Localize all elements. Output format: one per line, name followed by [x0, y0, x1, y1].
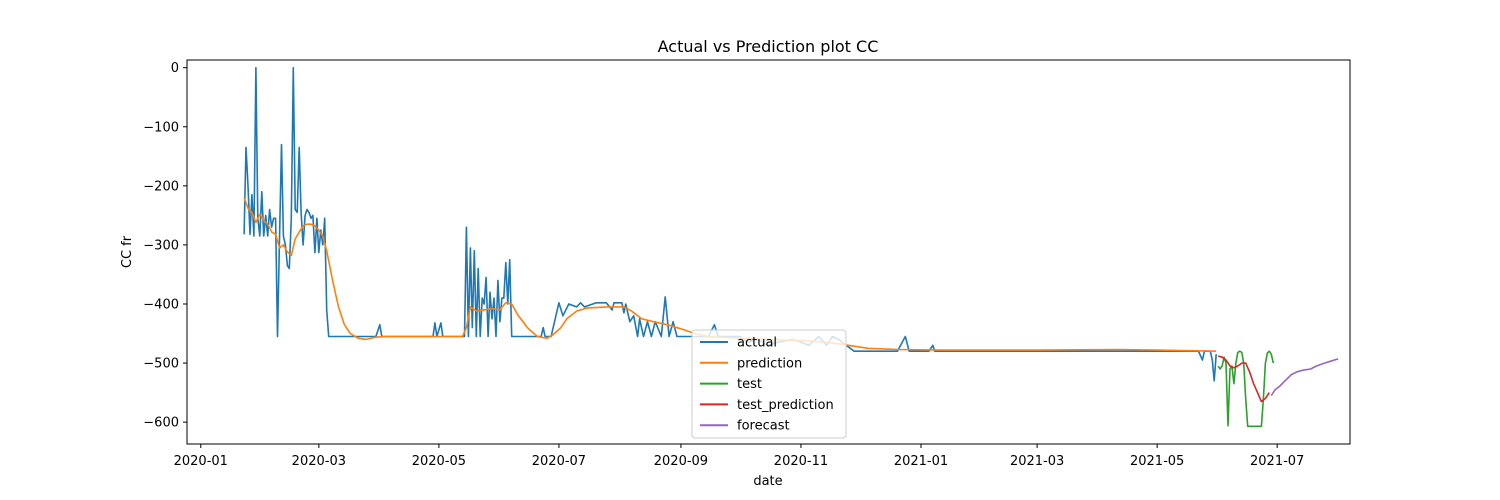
- y-tick-label: −300: [143, 238, 179, 253]
- y-tick-label: −100: [143, 120, 179, 135]
- x-tick-label: 2020-01: [174, 454, 228, 469]
- y-tick-label: −600: [143, 416, 179, 431]
- x-tick-label: 2021-03: [1010, 454, 1064, 469]
- legend-label-test_prediction: test_prediction: [737, 398, 834, 413]
- legend-label-forecast: forecast: [737, 419, 790, 434]
- legend-label-test: test: [737, 377, 762, 392]
- legend-frame: [691, 329, 847, 439]
- series-line-prediction: [243, 197, 1217, 352]
- y-tick-label: −500: [143, 357, 179, 372]
- x-tick-label: 2021-01: [894, 454, 948, 469]
- x-tick-label: 2020-11: [774, 454, 828, 469]
- x-tick-label: 2020-07: [532, 454, 586, 469]
- legend-label-actual: actual: [737, 336, 777, 351]
- legend-label-prediction: prediction: [737, 356, 802, 371]
- series-line-test_prediction: [1217, 355, 1270, 403]
- x-axis-ticks: 2020-01 2020-03 2020-05 2020-07 2020-09 2020-…: [174, 444, 1304, 469]
- x-tick-label: 2020-03: [292, 454, 346, 469]
- series-line-test: [1217, 350, 1275, 428]
- y-tick-label: −400: [143, 297, 179, 312]
- legend: actual prediction test test_predictionforec…: [691, 329, 847, 439]
- x-tick-label: 2020-09: [654, 454, 708, 469]
- legend-items: actual prediction test test_predictionforec…: [700, 336, 834, 434]
- plot-frame: [186, 59, 1351, 445]
- x-tick-label: 2020-05: [412, 454, 466, 469]
- series-line-forecast: [1270, 358, 1339, 397]
- y-axis-ticks: 0 −100 −200 −300 −400 −500 −600: [143, 61, 187, 431]
- x-tick-label: 2021-07: [1250, 454, 1304, 469]
- y-tick-label: −200: [143, 179, 179, 194]
- y-axis-label: CC fr: [120, 235, 135, 268]
- chart-title: Actual vs Prediction plot CC: [658, 37, 879, 56]
- x-tick-label: 2021-05: [1130, 454, 1184, 469]
- y-tick-label: 0: [171, 61, 179, 76]
- x-axis-label: date: [753, 474, 782, 489]
